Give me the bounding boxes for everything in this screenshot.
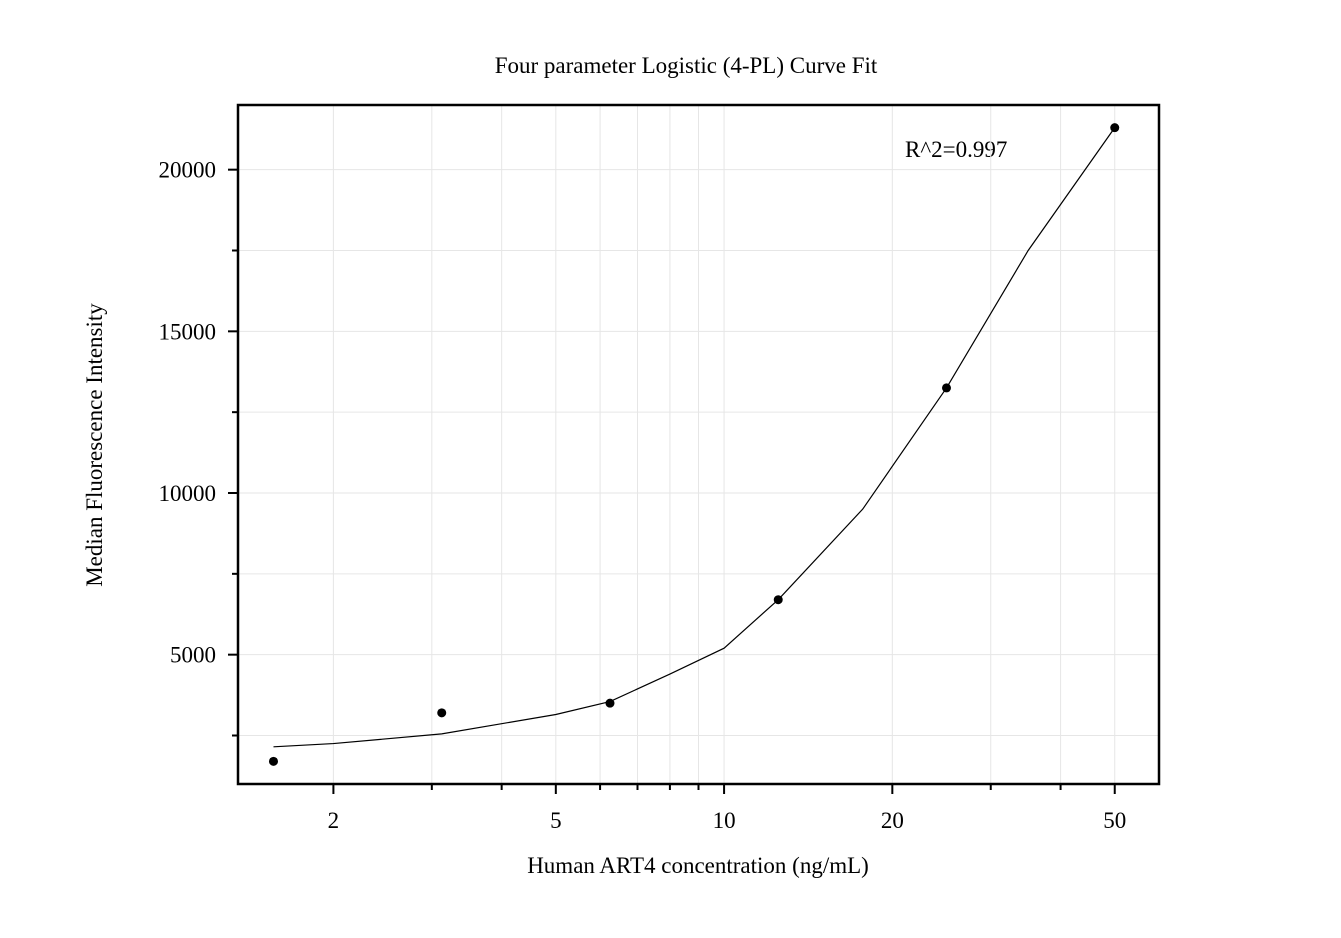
y-tick-label: 5000 <box>170 643 216 668</box>
x-tick-label: 20 <box>881 808 904 833</box>
y-tick-label: 20000 <box>159 158 217 183</box>
x-tick-label: 10 <box>713 808 736 833</box>
x-axis-label: Human ART4 concentration (ng/mL) <box>527 853 869 878</box>
y-tick-label: 10000 <box>159 481 217 506</box>
data-point <box>1110 123 1120 133</box>
y-tick-label: 15000 <box>159 319 217 344</box>
y-axis-label: Median Fluorescence Intensity <box>82 303 107 587</box>
x-tick-label: 5 <box>550 808 562 833</box>
annotation: R^2=0.997 <box>905 137 1007 162</box>
data-point <box>605 698 615 708</box>
fit-curve <box>273 127 1116 748</box>
data-point <box>941 383 951 393</box>
x-tick-label: 2 <box>328 808 340 833</box>
chart-title: Four parameter Logistic (4-PL) Curve Fit <box>495 53 878 78</box>
data-point <box>268 756 278 766</box>
x-tick-label: 50 <box>1103 808 1126 833</box>
data-point <box>437 708 447 718</box>
data-point <box>773 595 783 605</box>
